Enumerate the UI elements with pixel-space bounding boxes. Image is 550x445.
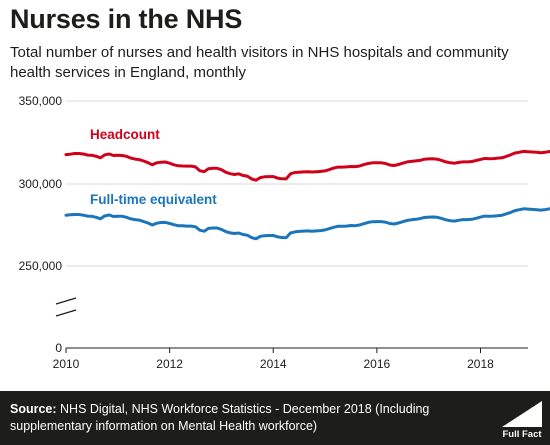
gridlines: [66, 100, 528, 267]
x-tick-label: 2018: [467, 357, 494, 371]
series-line-0: [64, 149, 550, 182]
series-label: Headcount: [90, 127, 160, 142]
source-note: Source: NHS Digital, NHS Workforce Stati…: [10, 401, 490, 435]
series-labels: Headcount Full-time equivalent: [90, 127, 217, 207]
x-axis: [65, 347, 528, 353]
y-tick-label: 300,000: [19, 177, 63, 191]
x-tick-label: 2012: [156, 357, 183, 371]
full-fact-logo-icon: Full Fact: [502, 401, 542, 439]
y-tick-label: 350,000: [19, 94, 63, 108]
axis-break-mark: [55, 297, 77, 317]
x-tick-labels: 2010 2012 2014 2016 2018: [53, 357, 495, 371]
series-line-1: [64, 207, 550, 241]
chart-subtitle: Total number of nurses and health visito…: [10, 44, 509, 81]
x-tick-label: 2014: [260, 357, 287, 371]
series-label: Full-time equivalent: [90, 192, 217, 207]
axis-break-line: [55, 309, 77, 317]
x-tick-label: 2010: [53, 357, 80, 371]
y-tick-labels: 0 250,000 300,000 350,000: [19, 94, 63, 355]
y-tick-label: 250,000: [19, 259, 63, 273]
source-label: Source:: [10, 402, 57, 416]
source-text: NHS Digital, NHS Workforce Statistics - …: [10, 402, 430, 433]
axis-break-line: [55, 297, 77, 305]
svg-text:Full Fact: Full Fact: [502, 429, 542, 439]
series-lines: [64, 149, 550, 241]
footer: Source: NHS Digital, NHS Workforce Stati…: [0, 391, 550, 445]
chart-title: Nurses in the NHS: [10, 4, 243, 34]
x-tick-label: 2016: [364, 357, 391, 371]
y-tick-label: 0: [55, 341, 62, 355]
